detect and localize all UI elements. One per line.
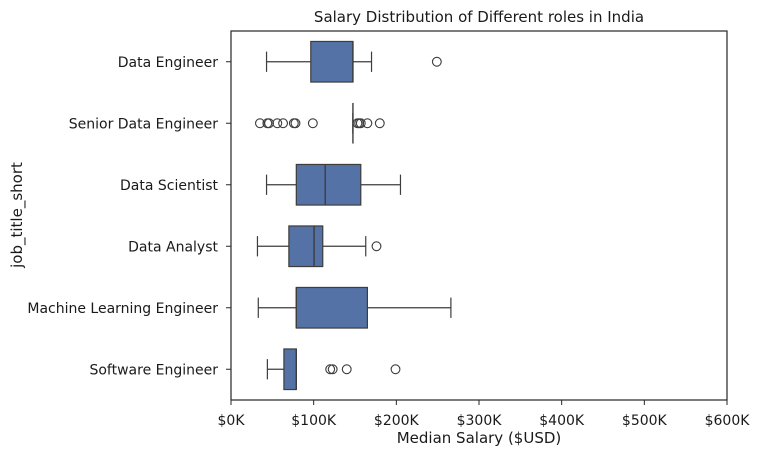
- x-tick-label: $500K: [622, 413, 668, 429]
- outlier-point: [325, 364, 336, 375]
- box-iqr: [283, 348, 297, 391]
- outlier-point: [390, 364, 401, 375]
- box-group: [266, 348, 401, 391]
- x-tick-label: $0K: [218, 413, 246, 429]
- box-group: [256, 225, 382, 268]
- outlier-point: [341, 364, 352, 375]
- y-tick-label: Data Engineer: [118, 55, 218, 71]
- y-tick-label: Data Scientist: [120, 178, 219, 194]
- x-tick-label: $100K: [291, 413, 337, 429]
- box-iqr: [310, 40, 354, 83]
- outlier-point: [307, 118, 318, 129]
- x-tick-label: $300K: [457, 413, 503, 429]
- outlier-point: [374, 118, 385, 129]
- plot-frame: [230, 30, 728, 401]
- y-axis-label: job_title_short: [8, 162, 27, 269]
- y-tick-label: Machine Learning Engineer: [27, 301, 218, 317]
- outlier-point: [278, 118, 289, 129]
- box-iqr: [295, 286, 369, 329]
- outlier-point: [371, 241, 382, 252]
- x-tick-label: $600K: [705, 413, 751, 429]
- outlier-point: [290, 118, 301, 129]
- outlier-point: [327, 364, 338, 375]
- outlier-point: [431, 56, 442, 67]
- outlier-point: [355, 118, 366, 129]
- outlier-point: [272, 118, 283, 129]
- box-group: [257, 286, 452, 329]
- y-tick-label: Data Analyst: [128, 239, 218, 255]
- box-iqr: [288, 225, 324, 268]
- box-iqr: [295, 163, 362, 206]
- outlier-point: [362, 118, 373, 129]
- y-tick-label: Senior Data Engineer: [69, 116, 219, 132]
- box-group: [265, 163, 402, 206]
- y-tick-label: Software Engineer: [89, 362, 218, 378]
- box-group: [265, 40, 442, 83]
- chart-title: Salary Distribution of Different roles i…: [314, 8, 644, 26]
- x-axis-label: Median Salary ($USD): [397, 429, 562, 447]
- x-tick-label: $200K: [374, 413, 420, 429]
- box-group: [254, 102, 385, 144]
- x-tick-label: $400K: [539, 413, 585, 429]
